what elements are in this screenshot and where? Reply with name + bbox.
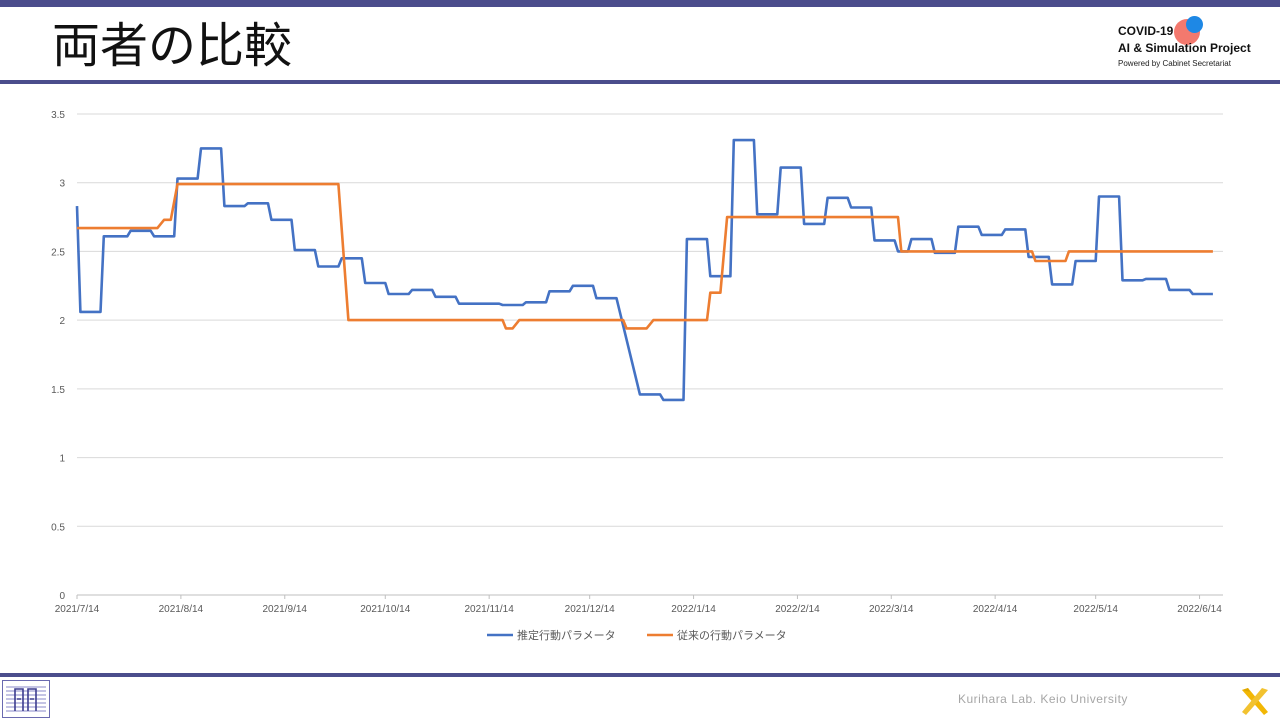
x-tick-label: 2021/11/14 xyxy=(465,604,515,615)
lab-logo-icon xyxy=(2,680,50,718)
project-logo: COVID-19 AI & Simulation Project Powered… xyxy=(1118,16,1276,74)
series-line-1 xyxy=(75,138,1213,402)
y-tick-label: 0 xyxy=(59,591,65,602)
x-tick-label: 2021/10/14 xyxy=(360,604,410,615)
chart-container: 0 0.5 1 1.5 2 2.5 3 3.5 2021/7/14 2021/8/14 2021/… xyxy=(0,90,1280,670)
y-tick-label: 0.5 xyxy=(51,522,65,533)
x-tick-labels: 2021/7/14 2021/8/14 2021/9/14 2021/10/14 202… xyxy=(55,604,1222,615)
x-tick-label: 2022/6/14 xyxy=(1177,604,1222,615)
x-tick-label: 2022/3/14 xyxy=(869,604,914,615)
x-tick-label: 2021/9/14 xyxy=(263,604,308,615)
series-layer xyxy=(75,138,1213,402)
footer-credit: Kurihara Lab. Keio University xyxy=(958,692,1128,706)
logo-blue-dot-icon xyxy=(1186,16,1203,33)
y-tick-labels: 0 0.5 1 1.5 2 2.5 3 3.5 xyxy=(51,110,65,602)
x-tick-label: 2021/7/14 xyxy=(55,604,100,615)
logo-line-2: AI & Simulation Project xyxy=(1118,41,1251,55)
y-tick-label: 2.5 xyxy=(51,247,65,258)
x-tick-label: 2021/12/14 xyxy=(565,604,615,615)
logo-line-3: Powered by Cabinet Secretariat xyxy=(1118,59,1231,68)
y-tick-label: 2 xyxy=(59,316,65,327)
page-title: 両者の比較 xyxy=(52,18,293,74)
x-tick-label: 2022/4/14 xyxy=(973,604,1018,615)
top-accent-bar xyxy=(0,0,1280,7)
line-chart: 00.511.522.533.5 2021/7/14 2021/8/14 2021/… xyxy=(51,110,1223,642)
y-tick-label: 1 xyxy=(59,454,65,465)
series-line-2 xyxy=(77,182,1213,330)
x-tick-label: 2022/2/14 xyxy=(775,604,820,615)
legend-label-2: 従来の行動パラメータ xyxy=(677,628,787,642)
grid-layer xyxy=(76,113,1223,599)
legend: 推定行動パラメータ 従来の行動パラメータ xyxy=(487,628,787,642)
x-tick-label: 2022/5/14 xyxy=(1073,604,1118,615)
x-tick-label: 2021/8/14 xyxy=(159,604,204,615)
y-tick-label: 3.5 xyxy=(51,110,65,121)
legend-label-1: 推定行動パラメータ xyxy=(517,628,616,642)
title-divider xyxy=(0,80,1280,84)
y-tick-label: 3 xyxy=(59,179,65,190)
y-tick-label: 1.5 xyxy=(51,385,65,396)
x-logo-icon xyxy=(1238,684,1272,718)
footer-divider xyxy=(0,673,1280,677)
logo-line-1: COVID-19 xyxy=(1118,24,1174,38)
x-tick-label: 2022/1/14 xyxy=(671,604,716,615)
